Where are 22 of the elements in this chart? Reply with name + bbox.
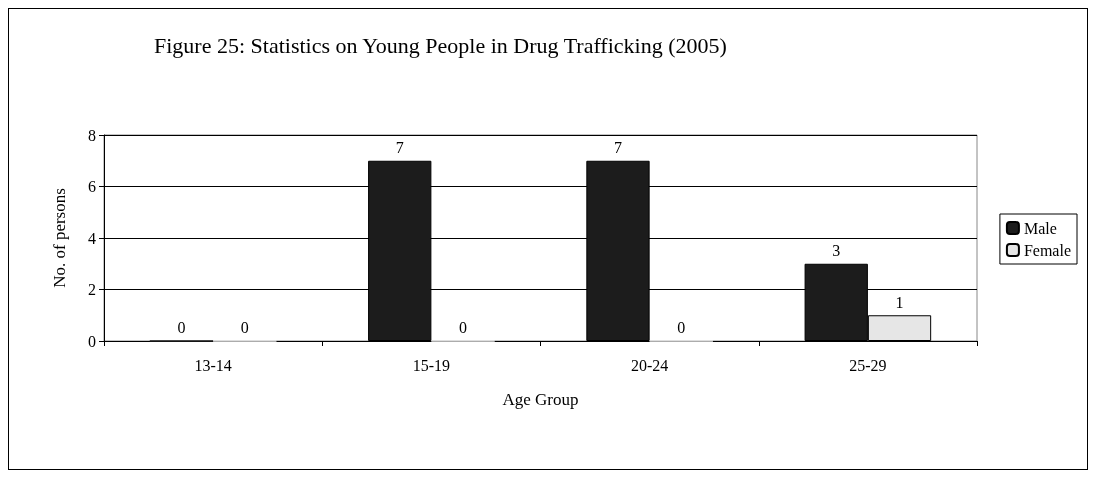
data-label: 1	[895, 293, 904, 311]
x-tick-label: 25-29	[849, 356, 887, 374]
x-tick-label: 20-24	[630, 356, 669, 374]
y-tick-label: 0	[88, 332, 96, 350]
data-label: 7	[613, 139, 622, 157]
y-tick-label: 4	[88, 229, 96, 247]
chart-title: Figure 25: Statistics on Young People in Drug Trafficking (2005)	[154, 32, 727, 58]
y-tick-label: 2	[88, 281, 96, 298]
x-tick-label: 15-19	[412, 356, 451, 374]
legend-label: Male	[1023, 219, 1057, 237]
data-label: 0	[677, 319, 686, 336]
data-label: 7	[395, 139, 404, 157]
data-label: 0	[459, 319, 468, 336]
legend-label: Female	[1023, 241, 1071, 259]
x-axis-title: Age Group	[502, 390, 579, 409]
data-label: 0	[177, 319, 186, 336]
y-tick-label: 8	[88, 126, 96, 144]
data-label: 0	[240, 319, 249, 336]
y-axis-title: No. of persons	[50, 188, 69, 288]
data-label: 3	[832, 242, 841, 260]
y-tick-label: 6	[88, 178, 96, 195]
x-tick-label: 13-14	[194, 356, 232, 374]
